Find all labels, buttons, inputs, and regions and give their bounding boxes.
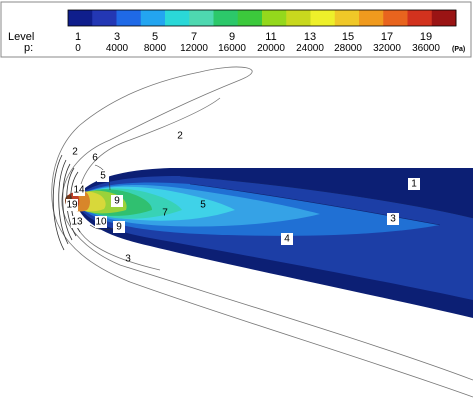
legend-pressure-tick: 4000 [106, 43, 129, 54]
legend-pressure-tick: 24000 [296, 43, 324, 54]
contour-label-bg [281, 233, 293, 245]
inner-contour-b [189, 183, 441, 226]
outer-contour [51, 66, 473, 398]
contour-label-bg [97, 170, 109, 182]
contour-label: 1 [411, 179, 417, 190]
legend-swatch [286, 10, 311, 26]
contour-label-bg [95, 216, 107, 228]
legend-pressure-tick: 32000 [373, 43, 401, 54]
legend-p-title: p: [24, 42, 33, 54]
shock-line-2 [62, 163, 73, 241]
legend-swatch [116, 10, 142, 26]
legend-bar-border [67, 9, 457, 27]
contour-label: 13 [71, 217, 83, 228]
contour-label-bg [66, 199, 78, 211]
legend-color-bar [67, 9, 457, 27]
legend-swatch [431, 10, 457, 26]
contour-label: 4 [284, 234, 290, 245]
legend-pressure-tick: 16000 [218, 43, 246, 54]
contour-label: 6 [92, 153, 98, 164]
contour-label-bg [408, 178, 420, 190]
legend-swatch [359, 10, 384, 26]
legend-swatch [189, 10, 214, 26]
legend-pressure-values: 0 4000 8000 12000 16000 20000 24000 28000 32000 3… [75, 43, 440, 54]
legend-level-tick: 13 [304, 31, 316, 43]
legend-pressure-tick: 36000 [412, 43, 440, 54]
legend-unit: (Pa) [452, 46, 465, 53]
contour-label: 19 [66, 200, 78, 211]
legend-pressure-tick: 0 [75, 43, 81, 54]
contour-label: 2 [72, 147, 78, 158]
contour-label-bg [387, 213, 399, 225]
legend-swatch [407, 10, 433, 26]
legend-swatch [68, 10, 93, 26]
legend-pressure-tick: 20000 [257, 43, 285, 54]
legend-pressure-tick: 8000 [144, 43, 167, 54]
legend-swatch [92, 10, 117, 26]
legend-swatch [262, 10, 287, 26]
legend-pressure-tick: 28000 [334, 43, 362, 54]
contour-line-2 [77, 97, 221, 201]
legend-swatch [334, 10, 360, 26]
contour-label: 7 [162, 208, 168, 219]
legend-swatch [237, 10, 263, 26]
shock-line-1 [58, 159, 69, 245]
contour-label-bg [71, 216, 83, 228]
contour-label: 3 [390, 214, 396, 225]
shock-line-5 [52, 154, 65, 251]
inner-contour-a [179, 175, 473, 219]
contour-label: 9 [114, 196, 120, 207]
legend-level-tick: 5 [152, 31, 158, 43]
contour-label-bg [73, 184, 85, 196]
contour-label-bg [111, 195, 123, 207]
legend-swatch [383, 10, 408, 26]
contour-label: 5 [100, 171, 106, 182]
contour-label: 5 [200, 200, 206, 211]
contour-label: 9 [116, 222, 122, 233]
legend-level-tick: 9 [229, 31, 235, 43]
legend-level-tick: 1 [75, 31, 81, 43]
legend-swatch [140, 10, 166, 26]
contour-label: 3 [125, 254, 131, 265]
contour-label: 14 [73, 185, 85, 196]
legend-swatch [213, 10, 239, 26]
legend-level-tick: 7 [191, 31, 197, 43]
legend-level-tick: 15 [342, 31, 354, 43]
contour-field [51, 66, 473, 398]
legend-level-tick: 17 [381, 31, 393, 43]
legend-swatch [165, 10, 190, 26]
legend-pressure-tick: 12000 [180, 43, 208, 54]
legend-level-tick: 3 [114, 31, 120, 43]
legend-level-tick: 19 [420, 31, 432, 43]
contour-label: 10 [95, 217, 107, 228]
legend-level-title: Level [8, 31, 34, 43]
legend-swatch [310, 10, 336, 26]
legend-level-values: 1 3 5 7 9 11 13 15 17 19 [75, 31, 432, 43]
contour-label-bg [113, 221, 125, 233]
legend-level-tick: 11 [265, 31, 276, 43]
contour-label: 2 [177, 131, 183, 142]
